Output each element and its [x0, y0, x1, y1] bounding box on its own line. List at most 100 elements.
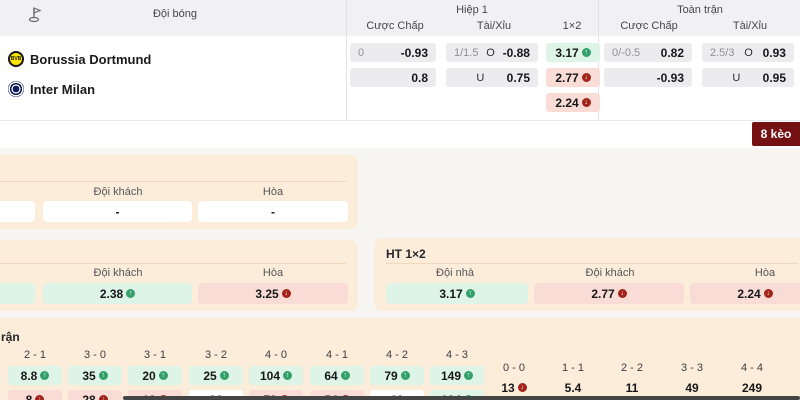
panel-title: HT 1×2: [386, 247, 426, 261]
score-header: 2 - 1: [23, 349, 46, 361]
odds-value: 0.75: [506, 70, 530, 85]
odds-value: 0.8: [411, 70, 428, 85]
odds-cell-draw[interactable]: 2.24 ↓: [690, 283, 800, 304]
odds-value: -0.88: [502, 45, 530, 60]
odds-value: 11: [625, 380, 639, 395]
odds-h1-handicap-home[interactable]: 0 -0.93: [350, 43, 436, 62]
group-header-full-match: Toàn trận: [677, 4, 723, 16]
odds-h1-1x2-home[interactable]: 3.17 ↑: [546, 43, 600, 62]
score-cell[interactable]: 28 ↓: [68, 390, 122, 400]
score-header: 4 - 2: [385, 349, 408, 361]
score-cell[interactable]: 64 ↑: [310, 366, 364, 385]
panel-correct-score: [0, 318, 800, 400]
score-cell[interactable]: 249: [727, 377, 777, 398]
score-cell[interactable]: 49: [667, 377, 717, 398]
col-header-draw: Hòa: [262, 267, 284, 279]
divider: [0, 181, 346, 182]
score-cell[interactable]: 20 ↑: [128, 366, 182, 385]
score-header: 2 - 2: [620, 362, 643, 374]
trend-down-icon: ↓: [517, 383, 527, 392]
trend-up-icon: ↑: [98, 371, 108, 380]
trend-up-icon: ↑: [40, 371, 50, 380]
odds-cell-draw[interactable]: 3.25 ↓: [198, 283, 348, 304]
odds-cell-home[interactable]: 3.17 ↑: [386, 283, 528, 304]
odds-value: 28: [82, 392, 96, 400]
divider: [386, 263, 798, 264]
trend-up-icon: ↑: [340, 371, 350, 380]
odds-value: 3.25: [255, 286, 279, 301]
divider: [0, 263, 346, 264]
divider: [0, 120, 800, 121]
odds-cell-draw[interactable]: -: [198, 201, 348, 222]
odds-cell-home-cut[interactable]: [0, 283, 35, 304]
score-cell[interactable]: 5.4: [548, 377, 598, 398]
col-header-away: Đội khách: [93, 267, 143, 279]
score-cell[interactable]: 104 ↑: [249, 366, 303, 385]
score-header: 0 - 0: [502, 362, 525, 374]
odds-cell-away[interactable]: 2.38 ↑: [43, 283, 192, 304]
ou-line: 2.5/3: [710, 46, 735, 59]
col-header-home: Đội nhà: [436, 267, 474, 279]
odds-h1-over[interactable]: 1/1.5 O -0.88: [446, 43, 538, 62]
ou-side: U: [476, 71, 485, 84]
ou-side: O: [744, 46, 753, 59]
odds-value: 64: [324, 368, 338, 383]
corner-flag-icon: [28, 7, 42, 23]
odds-cell-away[interactable]: 2.77 ↓: [534, 283, 684, 304]
odds-h1-1x2-away[interactable]: 2.77 ↓: [546, 68, 600, 87]
odds-table: Đội bóng Hiệp 1 Toàn trận Cược Chấp Tài/…: [0, 0, 800, 120]
odds-h1-1x2-draw[interactable]: 2.24 ↓: [546, 93, 600, 112]
score-cell[interactable]: 8 ↓: [8, 390, 62, 400]
odds-value: 8.8: [20, 368, 38, 383]
panel-odds-left-top: Đội khách Hòa - -: [0, 155, 358, 229]
odds-ft-handicap-home[interactable]: 0/-0.5 0.82: [604, 43, 692, 62]
horizontal-scrollbar[interactable]: [123, 396, 800, 400]
dortmund-logo: BVB: [8, 51, 24, 67]
col-header-draw: Hòa: [754, 267, 776, 279]
odds-value: 20: [142, 368, 156, 383]
col-header-away: Đội khách: [585, 267, 635, 279]
divider: [346, 0, 347, 120]
odds-value: 49: [685, 380, 699, 395]
score-cell[interactable]: 79 ↑: [370, 366, 424, 385]
odds-h1-under[interactable]: U 0.75: [446, 68, 538, 87]
odds-ft-handicap-away[interactable]: -0.93: [604, 68, 692, 87]
odds-table-header: [0, 0, 800, 36]
trend-down-icon: ↓: [281, 289, 291, 298]
odds-count-badge[interactable]: 8 kèo: [752, 122, 800, 146]
score-cell[interactable]: 11: [607, 377, 657, 398]
subheader-1x2: 1×2: [562, 20, 582, 32]
odds-cell-home-cut[interactable]: [0, 201, 35, 222]
odds-value: 79: [384, 368, 398, 383]
odds-ft-over[interactable]: 2.5/3 O 0.93: [702, 43, 794, 62]
score-cell[interactable]: 149 ↑: [430, 366, 484, 385]
score-header: 4 - 1: [325, 349, 348, 361]
trend-up-icon: ↑: [464, 371, 474, 380]
odds-h1-handicap-away[interactable]: 0.8: [350, 68, 436, 87]
trend-up-icon: ↑: [219, 371, 229, 380]
team-name-away: Inter Milan: [30, 82, 96, 97]
score-header: 3 - 1: [143, 349, 166, 361]
odds-value: 0.82: [660, 45, 684, 60]
score-cell[interactable]: 35 ↑: [68, 366, 122, 385]
handicap-line: 0: [358, 46, 365, 59]
score-cell[interactable]: 8.8 ↑: [8, 366, 62, 385]
odds-value: 2.77: [591, 286, 615, 301]
score-cell[interactable]: 13 ↓: [489, 377, 539, 398]
trend-up-icon: ↑: [400, 371, 410, 380]
score-header: 4 - 4: [740, 362, 763, 374]
trend-up-icon: ↑: [283, 371, 293, 380]
score-header: 3 - 3: [680, 362, 703, 374]
odds-cell-away[interactable]: -: [43, 201, 192, 222]
subheader-ft-handicap: Cược Chấp: [620, 20, 678, 32]
odds-ft-under[interactable]: U 0.95: [702, 68, 794, 87]
trend-down-icon: ↓: [35, 395, 45, 400]
score-cell-cut[interactable]: [787, 377, 800, 398]
col-header-away: Đội khách: [93, 186, 143, 198]
team-name-home: Borussia Dortmund: [30, 52, 152, 67]
panel-ht-1x2: HT 1×2 Đội nhà Đội khách Hòa 3.17 ↑ 2.77…: [374, 238, 800, 311]
score-cell[interactable]: 25 ↑: [189, 366, 243, 385]
odds-value: -: [271, 204, 275, 219]
odds-value: 149: [440, 368, 462, 383]
odds-value: 0.93: [762, 45, 786, 60]
